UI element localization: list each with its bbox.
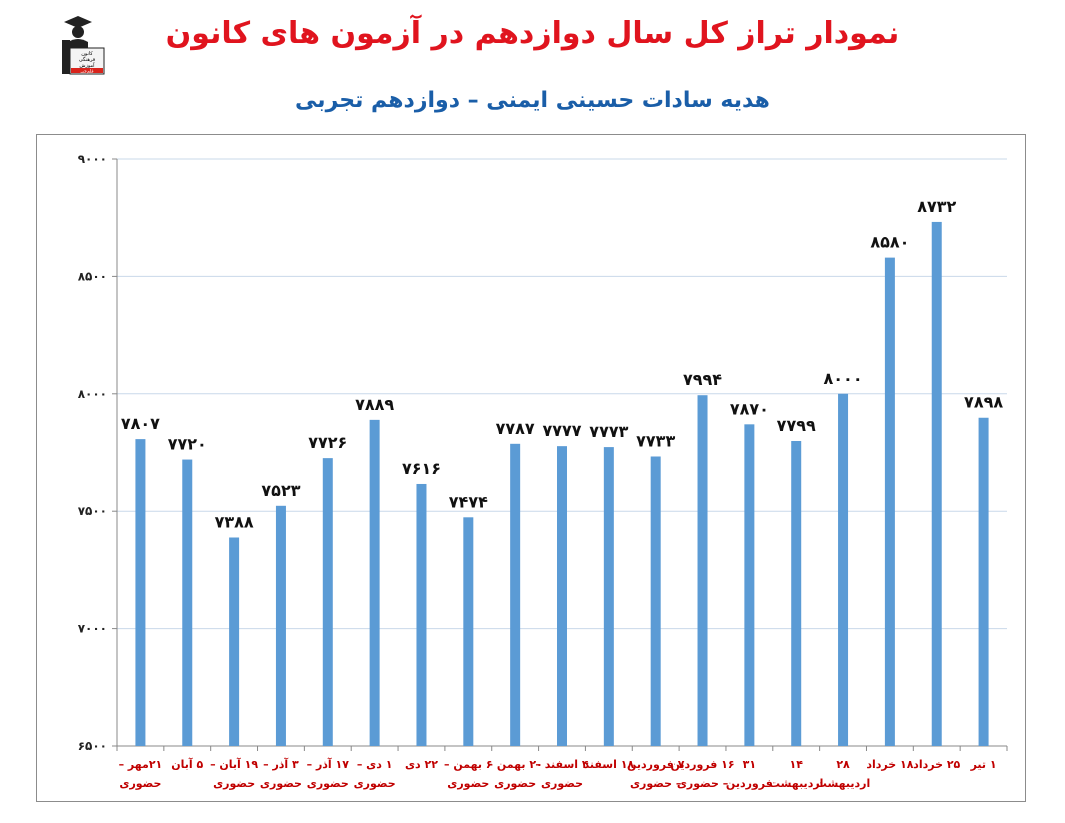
x-category-label: فروردین [726,777,773,790]
x-category-label: ۳۱ [743,758,756,771]
bar [978,417,989,746]
data-label: ۸۷۳۲ [917,197,956,216]
bar [510,443,521,746]
y-tick-label: ۸۵۰۰ [78,269,107,283]
x-category-label: ۶ بهمن – [444,758,493,771]
bar [182,459,193,746]
bar [369,419,380,746]
chart-frame [36,134,1026,802]
bar [463,517,474,746]
x-category-label: حضوری [494,777,536,790]
x-category-label: ۱۸ اسفند [584,758,635,771]
x-category-label: حضوری [447,777,489,790]
logo-line-1: کانون [81,51,93,57]
bar [744,424,755,746]
bar [135,439,146,746]
y-tick-label: ۷۵۰۰ [78,504,107,518]
data-label: ۷۶۱۶ [402,459,441,478]
data-label: ۷۷۳۳ [636,431,675,450]
logo: کانون فرهنگی آموزش قلم‌چی [58,12,108,76]
bar [838,393,849,746]
data-label: ۷۷۷۳ [589,422,628,441]
x-category-label: ۲۲ دی [405,758,438,771]
x-category-label: اردیبهشت [769,777,823,790]
chart-subtitle: هدیه سادات حسینی ایمنی – دوازدهم تجربی [295,88,770,113]
data-label: ۷۸۷۰ [730,399,769,418]
data-label: ۸۰۰۰ [824,369,863,388]
x-category-label: ۱۷ آذر – [307,757,350,771]
data-label: ۷۸۸۹ [355,395,394,414]
x-category-label: – حضوری [630,777,681,790]
data-label: ۷۷۷۷ [542,421,581,440]
x-category-label: ۱۸ خرداد [866,758,913,771]
data-label: ۷۸۰۷ [121,414,160,433]
x-category-label: ۱۶ فروردین [670,758,734,771]
bar [791,440,802,746]
x-category-label: ۱۹ آبان – [210,757,258,771]
x-category-label: ۲۵ خرداد [913,758,960,771]
logo-line-4: قلم‌چی [80,70,93,75]
bar [229,537,240,746]
x-category-label: حضوری [213,777,255,790]
data-label: ۷۷۲۶ [308,433,347,452]
y-tick-label: ۸۰۰۰ [78,387,107,401]
y-tick-label: ۹۰۰۰ [78,152,107,166]
bar [603,447,614,746]
x-category-label: ۳ آذر – [263,757,299,771]
graduate-podium-icon: کانون فرهنگی آموزش قلم‌چی [62,16,105,75]
x-category-label: ۴ اسفند – [535,758,589,771]
data-label: ۷۷۸۷ [496,419,535,438]
x-category-label: ۱ تیر [970,758,997,771]
bar [697,395,708,746]
bar [322,458,333,746]
x-category-label: ۲۸ [836,758,850,771]
bar [650,456,661,746]
data-label: ۷۸۹۸ [964,393,1003,412]
x-category-label: حضوری [260,777,302,790]
y-tick-label: ۷۰۰۰ [78,622,107,636]
data-label: ۷۷۲۰ [168,435,207,454]
logo-line-2: فرهنگی [79,56,96,63]
x-category-label: ۲۰ بهمن – [488,758,543,771]
x-category-label: حضوری [119,777,161,790]
chart-title: نمودار تراز کل سال دوازدهم در آزمون های … [165,16,900,51]
data-label: ۷۵۲۳ [261,481,300,500]
data-label: ۸۵۸۰ [870,233,909,252]
x-category-label: ۱۴ [789,758,803,771]
x-category-label: ۱ دی – [357,758,393,771]
bar [884,257,895,746]
x-category-label: حضوری [354,777,396,790]
x-category-label: ۲۱مهر – [119,758,163,771]
bar [557,446,567,746]
x-category-label: ۷ فروردین [627,758,685,771]
bar [416,483,427,746]
y-tick-label: ۶۵۰۰ [78,739,107,753]
x-category-label: حضوری [307,777,349,790]
x-category-label: اردیبهشت [816,777,870,790]
logo-line-3: آموزش [79,62,95,69]
bar [931,221,942,747]
data-label: ۷۴۷۴ [449,492,488,511]
x-category-label: – حضوری [677,777,728,790]
data-label: ۷۳۸۸ [215,512,254,531]
x-category-label: ۵ آبان [171,757,203,771]
data-label: ۷۹۹۴ [683,370,722,389]
data-label: ۷۷۹۹ [777,416,816,435]
bar [275,505,286,746]
x-category-label: حضوری [541,777,583,790]
